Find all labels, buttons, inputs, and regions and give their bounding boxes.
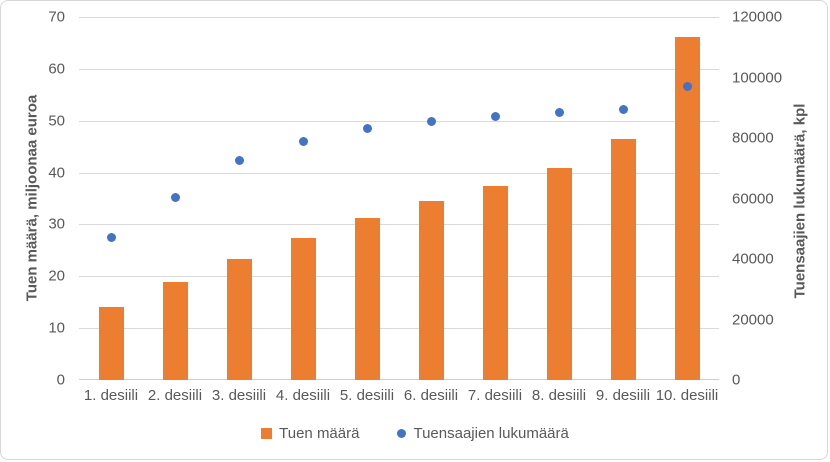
left-tick-label: 60	[48, 60, 65, 78]
scatter-dot	[234, 156, 244, 166]
left-tick-label: 40	[48, 164, 65, 182]
x-axis-label: 3. desiili	[211, 387, 267, 404]
scatter-dot	[682, 82, 692, 92]
left-tick-label: 0	[56, 371, 65, 389]
gridline	[79, 68, 719, 70]
bar	[226, 259, 252, 380]
right-tick-label: 20000	[732, 311, 774, 328]
gridline	[79, 172, 719, 174]
left-tick-label: 20	[48, 267, 65, 285]
bar	[418, 201, 444, 380]
bar	[546, 167, 572, 380]
legend-item-bars: Tuen määrä	[261, 425, 359, 442]
x-axis-label: 10. desiili	[655, 387, 719, 404]
right-tick-label: 40000	[732, 250, 774, 268]
legend-item-dots: Tuensaajien lukumäärä	[397, 425, 569, 442]
bar	[162, 282, 188, 380]
bar	[610, 138, 636, 380]
x-axis-label: 4. desiili	[275, 387, 331, 404]
scatter-dot	[170, 192, 180, 202]
legend-label: Tuen määrä	[279, 425, 360, 442]
legend-dot-marker-icon	[397, 429, 407, 438]
x-axis-label: 8. desiili	[531, 387, 587, 404]
left-tick-label: 70	[48, 8, 65, 26]
scatter-dot	[106, 233, 116, 243]
left-tick-label: 50	[48, 112, 65, 130]
scatter-dot	[490, 112, 500, 122]
right-tick-label: 80000	[732, 129, 774, 147]
x-axis-label: 1. desiili	[83, 387, 139, 404]
gridline	[79, 328, 719, 330]
scatter-dot	[362, 124, 372, 134]
x-axis-label: 6. desiili	[403, 387, 459, 404]
plot-area	[79, 17, 719, 380]
x-axis-label: 9. desiili	[595, 387, 651, 404]
x-axis-label: 5. desiili	[339, 387, 395, 404]
x-axis-line	[79, 379, 719, 380]
x-axis-label: 2. desiili	[147, 387, 203, 404]
scatter-dot	[298, 136, 308, 146]
left-tick-label: 10	[48, 319, 65, 337]
scatter-dot	[426, 116, 436, 126]
gridline	[79, 224, 719, 226]
left-tick-label: 30	[48, 215, 65, 233]
legend-label: Tuensaajien lukumäärä	[413, 425, 569, 442]
right-tick-label: 60000	[732, 190, 774, 207]
x-axis-label: 7. desiili	[467, 387, 523, 404]
bar	[98, 307, 124, 380]
gridline	[79, 17, 719, 18]
bar	[482, 186, 508, 380]
bar	[354, 217, 380, 380]
gridline	[79, 276, 719, 278]
right-tick-label: 0	[732, 371, 741, 389]
scatter-dot	[618, 104, 628, 114]
legend: Tuen määrä Tuensaajien lukumäärä	[1, 425, 829, 442]
scatter-dot	[554, 107, 564, 117]
legend-bar-swatch-icon	[261, 428, 273, 439]
right-tick-label: 100000	[732, 69, 783, 86]
gridline	[79, 120, 719, 122]
bar	[290, 238, 316, 380]
bar	[674, 36, 700, 380]
right-tick-label: 120000	[732, 8, 783, 26]
